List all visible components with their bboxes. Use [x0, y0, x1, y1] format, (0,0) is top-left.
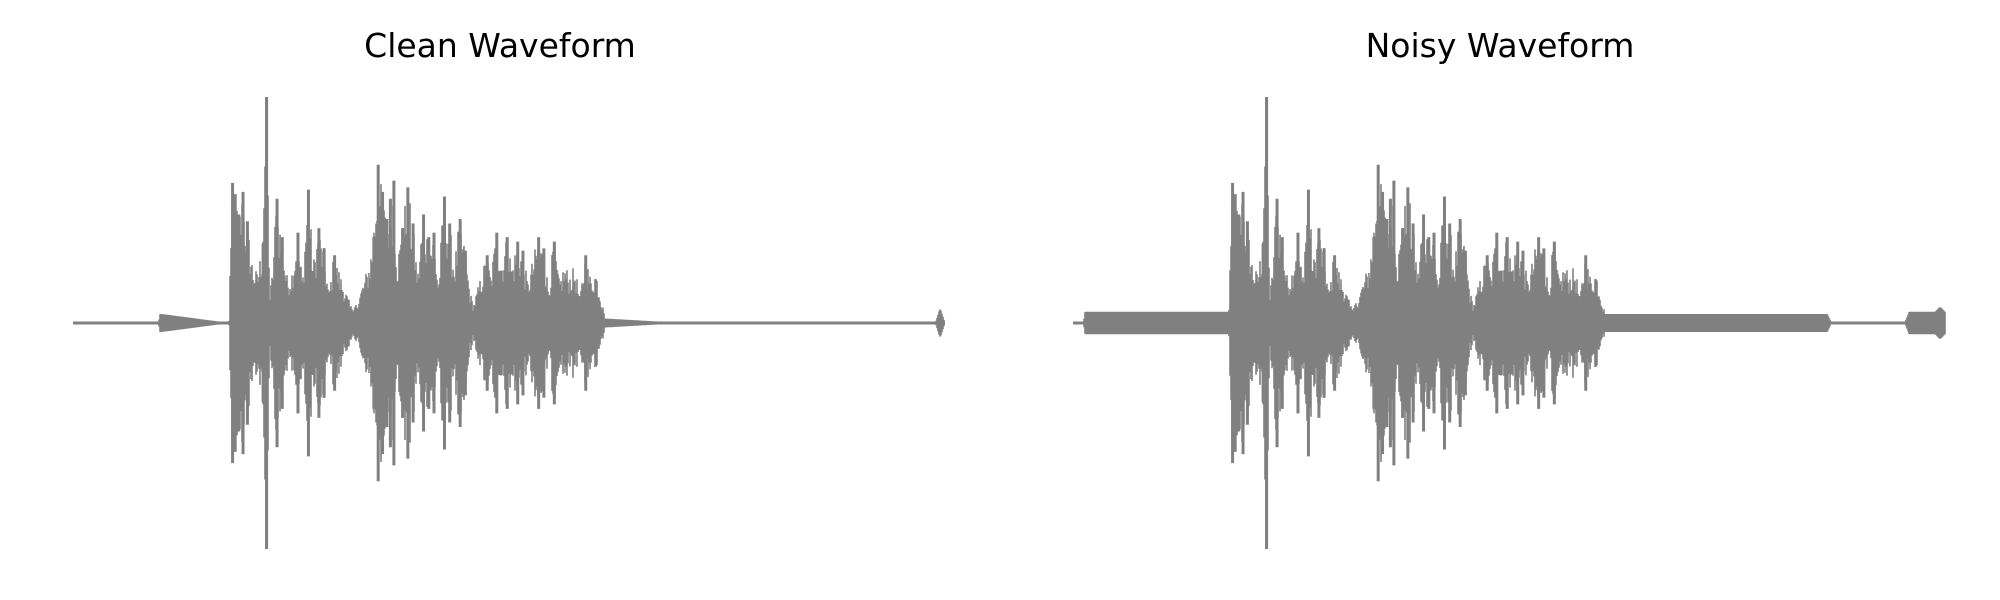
noisy-waveform-plot [1073, 97, 1946, 549]
noisy-waveform-title: Noisy Waveform [1365, 26, 1635, 65]
clean-waveform-title: Clean Waveform [364, 26, 636, 65]
waveform-signal [158, 97, 945, 549]
noisy-waveform-panel: Noisy Waveform [1000, 0, 2000, 600]
waveform-signal [1083, 97, 1946, 549]
clean-waveform-plot [73, 97, 945, 549]
clean-waveform-panel: Clean Waveform [73, 26, 945, 549]
waveform-trace [1083, 99, 1946, 547]
